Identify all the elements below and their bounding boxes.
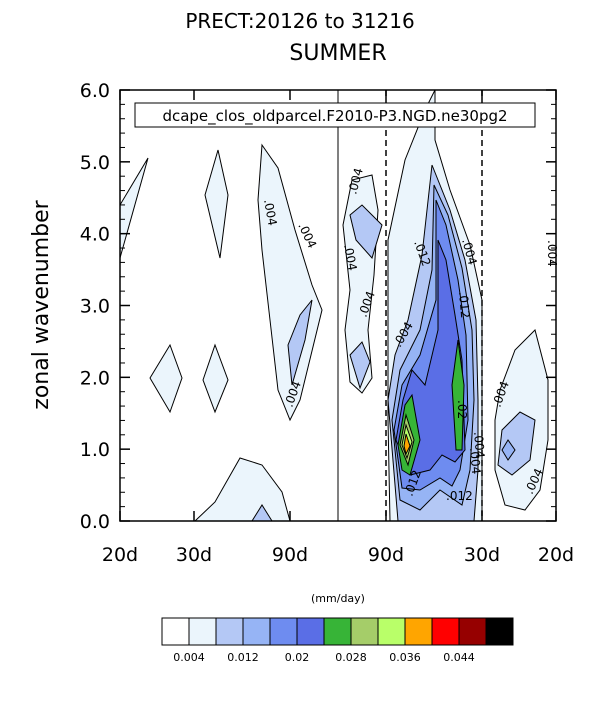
- contour-band-0004: [257, 143, 323, 422]
- colorbar-swatch: [323, 617, 352, 646]
- colorbar-label: 0.012: [227, 651, 259, 664]
- chart-title: PRECT:20126 to 31216: [185, 9, 414, 33]
- colorbar-swatch: [431, 617, 460, 646]
- y-axis-label: zonal wavenumber: [29, 199, 54, 409]
- contour-label: .004: [459, 237, 479, 266]
- x-tick-label: 20d: [538, 544, 574, 566]
- contour-label: .004: [341, 243, 359, 272]
- colorbar-swatch: [188, 617, 217, 646]
- colorbar-label: 0.004: [173, 651, 205, 664]
- y-tick-label: 2.0: [80, 367, 110, 389]
- contour-label: .012: [456, 291, 472, 319]
- contour-band-0004: [202, 343, 229, 414]
- x-axis: 20d 30d 90d 90d 30d 20d: [102, 90, 574, 566]
- contour-band-0008: [251, 504, 273, 521]
- contour-band-0004: [149, 343, 183, 414]
- x-tick-label: 90d: [272, 544, 308, 566]
- colorbar-label: 0.028: [335, 651, 367, 664]
- colorbar-swatch: [485, 617, 514, 646]
- colorbar-swatch: [404, 617, 433, 646]
- colorbar-label: 0.044: [443, 651, 475, 664]
- contour-label: .004: [471, 431, 487, 459]
- x-tick-label: 30d: [176, 544, 212, 566]
- contour-label: .004: [345, 166, 365, 195]
- contour-label: .004: [467, 447, 483, 475]
- y-tick-label: 1.0: [80, 439, 110, 461]
- colorbar-swatch: [350, 617, 379, 646]
- contour-fields: [120, 90, 549, 521]
- colorbar-label: 0.036: [389, 651, 421, 664]
- legend-text: dcape_clos_oldparcel.F2010-P3.NGD.ne30pg…: [162, 107, 507, 126]
- colorbar-units: (mm/day): [311, 592, 365, 605]
- colorbar: 0.004 0.012 0.02 0.028 0.036 0.044: [161, 617, 514, 664]
- x-tick-label: 30d: [464, 544, 500, 566]
- chart-subtitle: SUMMER: [289, 41, 386, 66]
- colorbar-swatch: [161, 617, 190, 646]
- x-tick-label: 90d: [368, 544, 404, 566]
- contour-band-0004: [204, 149, 229, 259]
- colorbar-swatch: [215, 617, 244, 646]
- x-tick-label: 20d: [102, 544, 138, 566]
- contour-label: .02: [455, 400, 469, 419]
- colorbar-swatch: [296, 617, 325, 646]
- contour-band-0036: [403, 433, 411, 456]
- contour-band-0008: [287, 299, 313, 386]
- colorbar-swatch: [269, 617, 298, 646]
- y-tick-label: 6.0: [80, 80, 110, 102]
- y-tick-label: 3.0: [80, 296, 110, 318]
- colorbar-label: 0.02: [285, 651, 310, 664]
- colorbar-swatch: [242, 617, 271, 646]
- y-tick-label: 5.0: [80, 152, 110, 174]
- contour-band-0004: [194, 457, 291, 521]
- contour-band-0024: [451, 339, 465, 451]
- y-tick-label: 4.0: [80, 224, 110, 246]
- contour-label: .004: [261, 198, 279, 227]
- contour-label: .012: [446, 489, 473, 503]
- colorbar-swatch: [377, 617, 406, 646]
- colorbar-swatch: [458, 617, 487, 646]
- y-axis: 0.0 1.0 2.0 3.0 4.0 5.0 6.0: [80, 80, 556, 533]
- contour-band-0012: [501, 439, 516, 461]
- contour-band-0008: [349, 341, 371, 390]
- contour-band-0004: [120, 157, 149, 259]
- y-tick-label: 0.0: [80, 511, 110, 533]
- contour-band-0008: [349, 204, 383, 259]
- legend-box: [134, 102, 536, 128]
